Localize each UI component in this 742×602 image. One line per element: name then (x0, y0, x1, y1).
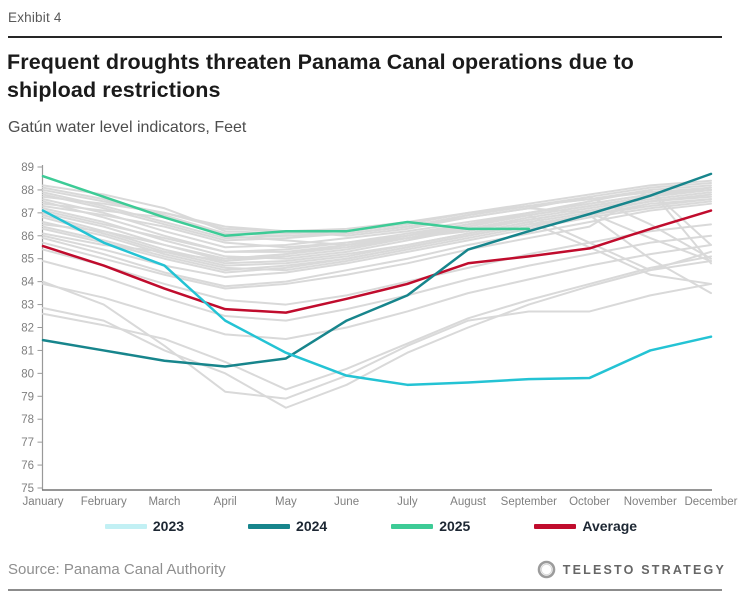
svg-text:83: 83 (21, 300, 34, 312)
svg-text:March: March (148, 496, 180, 508)
legend-swatch-2024 (248, 523, 291, 529)
svg-text:January: January (23, 496, 64, 508)
svg-text:July: July (397, 496, 418, 508)
brand-name: TELESTO STRATEGY (562, 562, 726, 577)
svg-text:October: October (569, 496, 610, 508)
svg-text:August: August (450, 496, 487, 508)
series-line-2023 (41, 209, 713, 387)
legend-swatch-average (534, 523, 577, 529)
brand-logo: TELESTO STRATEGY (537, 560, 726, 579)
svg-text:79: 79 (21, 391, 34, 403)
legend-swatch-2025 (391, 523, 434, 529)
svg-text:89: 89 (21, 162, 34, 174)
svg-text:85: 85 (21, 254, 34, 266)
svg-text:88: 88 (21, 185, 34, 197)
svg-text:May: May (275, 496, 297, 508)
header-divider (8, 36, 722, 38)
legend-label-2024: 2024 (296, 518, 328, 534)
svg-text:76: 76 (21, 460, 34, 472)
svg-text:April: April (214, 496, 237, 508)
page-title: Frequent droughts threaten Panama Canal … (7, 50, 634, 102)
legend-swatch-2023 (104, 523, 147, 529)
legend-label-2023: 2023 (152, 518, 185, 534)
svg-text:September: September (501, 496, 557, 508)
svg-text:75: 75 (21, 483, 34, 495)
svg-text:81: 81 (21, 345, 34, 357)
series-line-2024 (41, 172, 713, 368)
svg-text:June: June (334, 496, 359, 508)
svg-text:77: 77 (21, 437, 34, 449)
series-line-2025 (41, 174, 531, 238)
svg-text:78: 78 (21, 414, 34, 426)
svg-text:November: November (624, 496, 677, 508)
chart-legend: 2023 2024 2025 Average (0, 518, 742, 534)
legend-item-2024: 2024 (248, 518, 327, 534)
svg-text:87: 87 (21, 208, 34, 220)
exhibit-label: Exhibit 4 (8, 10, 62, 25)
line-chart: 75 76 77 78 79 80 81 82 83 84 85 86 87 88 89 January Feb… (21, 162, 737, 508)
legend-label-2025: 2025 (439, 518, 471, 534)
series-line-average (41, 209, 713, 314)
svg-text:80: 80 (21, 368, 34, 380)
svg-text:82: 82 (21, 323, 34, 335)
svg-text:86: 86 (21, 231, 34, 243)
source-note: Source: Panama Canal Authority (8, 561, 226, 578)
chart-subtitle: Gatún water level indicators, Feet (8, 119, 247, 136)
legend-item-2025: 2025 (391, 518, 470, 534)
svg-text:February: February (81, 496, 127, 508)
globe-ring-icon (537, 560, 556, 579)
svg-text:December: December (684, 496, 737, 508)
bottom-divider (8, 589, 722, 591)
legend-label-average: Average (582, 518, 638, 534)
legend-item-average: Average (534, 518, 637, 534)
legend-item-2023: 2023 (104, 518, 185, 534)
svg-text:84: 84 (21, 277, 34, 289)
